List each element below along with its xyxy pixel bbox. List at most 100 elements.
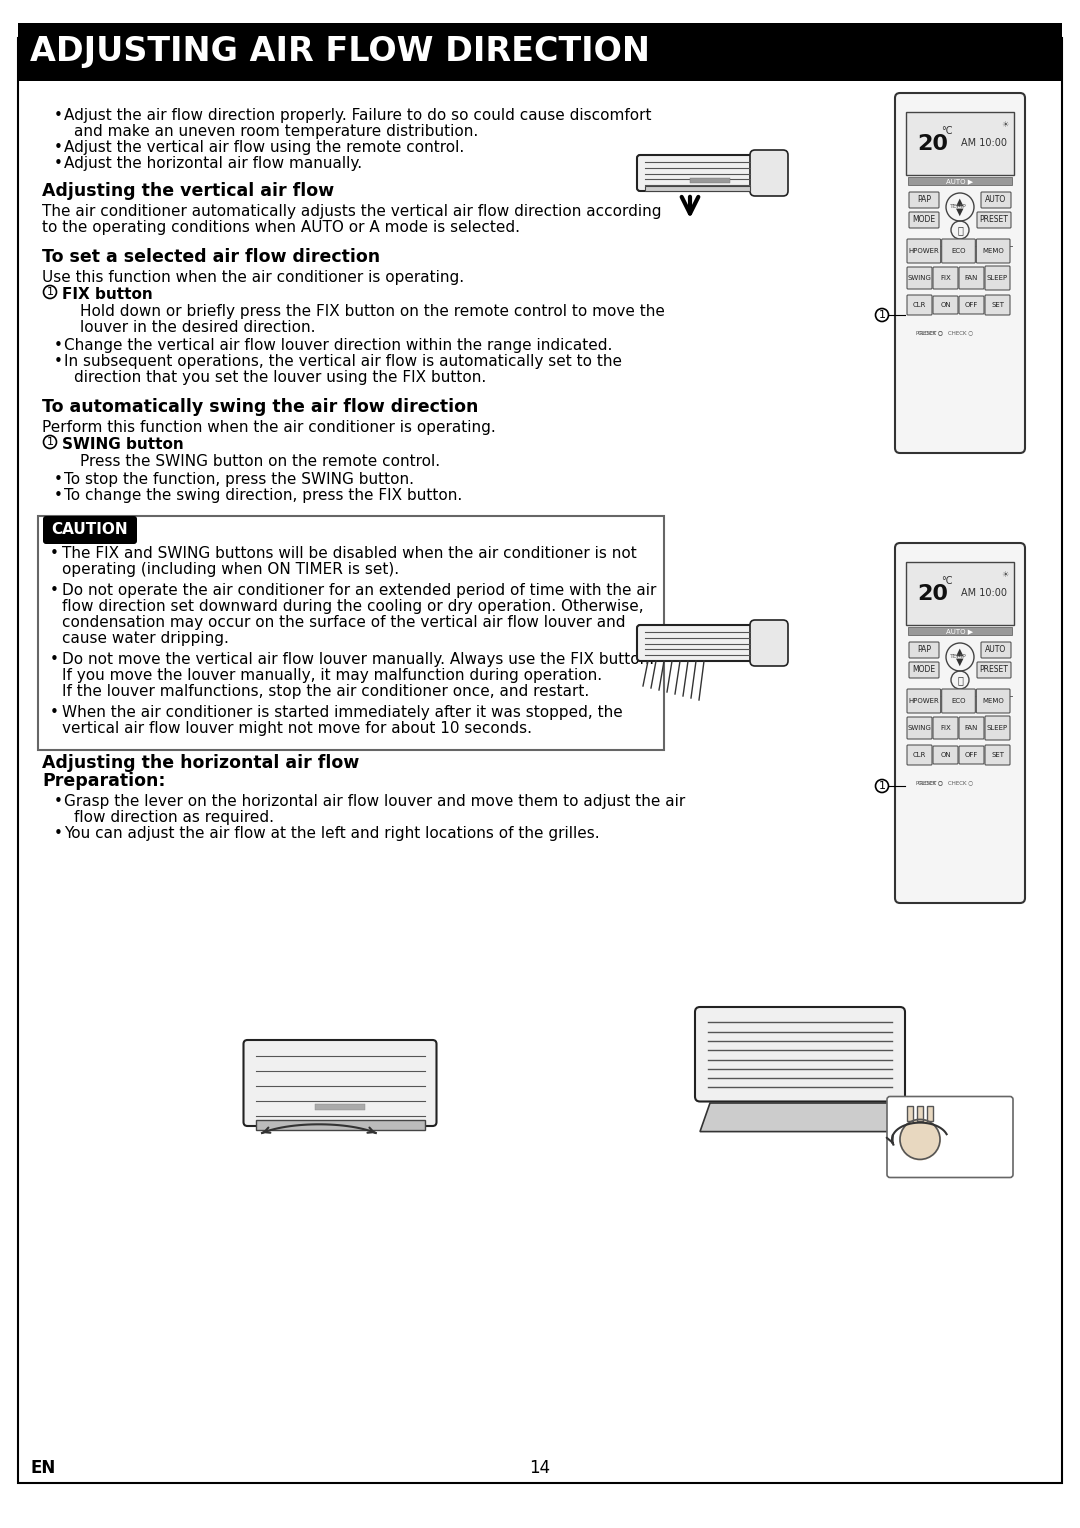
Text: AM 10:00: AM 10:00 [961,139,1007,148]
Text: MODE: MODE [913,215,935,225]
Bar [906,112,1014,176]
FancyBboxPatch shape [933,717,958,740]
Polygon shape [700,1103,915,1132]
Text: HPOWER: HPOWER [908,248,940,254]
FancyBboxPatch shape [907,238,941,263]
Text: To automatically swing the air flow direction: To automatically swing the air flow dire… [42,397,478,416]
Text: Grasp the lever on the horizontal air flow louver and move them to adjust the ai: Grasp the lever on the horizontal air fl… [64,795,685,808]
FancyBboxPatch shape [942,238,975,263]
Text: to the operating conditions when AUTO or A mode is selected.: to the operating conditions when AUTO or… [42,220,519,235]
Text: ECO: ECO [951,248,966,254]
Text: AM 10:00: AM 10:00 [961,588,1007,599]
Text: PAP: PAP [917,645,931,654]
Text: SWING: SWING [907,275,931,281]
Text: flow direction as required.: flow direction as required. [75,810,274,825]
FancyBboxPatch shape [750,150,788,196]
Text: cause water dripping.: cause water dripping. [62,631,229,646]
Text: •: • [50,652,59,668]
Text: To change the swing direction, press the FIX button.: To change the swing direction, press the… [64,487,462,503]
Text: flow direction set downward during the cooling or dry operation. Otherwise,: flow direction set downward during the c… [62,599,644,614]
Text: CHECK ○: CHECK ○ [947,779,972,785]
FancyBboxPatch shape [895,93,1025,452]
Bar [927,1106,933,1122]
FancyBboxPatch shape [981,642,1011,659]
Bar [256,1120,424,1131]
FancyBboxPatch shape [977,662,1011,678]
Bar [907,1106,913,1122]
Text: ▲: ▲ [956,646,963,657]
Text: CLR: CLR [913,752,927,758]
Bar [906,562,1014,625]
Text: 14: 14 [529,1459,551,1478]
Text: •: • [54,472,63,487]
FancyBboxPatch shape [985,295,1010,315]
FancyBboxPatch shape [942,689,975,714]
FancyBboxPatch shape [243,1041,436,1126]
Text: The FIX and SWING buttons will be disabled when the air conditioner is not: The FIX and SWING buttons will be disabl… [62,545,637,561]
Text: ▼: ▼ [956,206,963,217]
FancyBboxPatch shape [976,689,1010,714]
Text: MEMO: MEMO [983,248,1004,254]
Bar [917,1106,923,1122]
Text: Use this function when the air conditioner is operating.: Use this function when the air condition… [42,270,464,286]
Text: Adjust the vertical air flow using the remote control.: Adjust the vertical air flow using the r… [64,141,464,154]
Text: ▲: ▲ [956,197,963,206]
Text: FAN: FAN [964,724,978,730]
Text: AUTO ▶: AUTO ▶ [946,628,973,634]
Text: OFF: OFF [964,752,978,758]
Text: FIX: FIX [940,724,950,730]
Text: vertical air flow louver might not move for about 10 seconds.: vertical air flow louver might not move … [62,721,532,736]
FancyBboxPatch shape [985,717,1010,740]
Circle shape [900,1120,940,1160]
Text: To stop the function, press the SWING button.: To stop the function, press the SWING bu… [64,472,414,487]
Text: ECO: ECO [951,698,966,704]
Text: FIX: FIX [940,275,950,281]
Text: 1: 1 [878,310,886,319]
Text: •: • [50,704,59,720]
FancyBboxPatch shape [907,689,941,714]
Text: HPOWER: HPOWER [908,698,940,704]
Text: When the air conditioner is started immediately after it was stopped, the: When the air conditioner is started imme… [62,704,623,720]
Text: If you move the louver manually, it may malfunction during operation.: If you move the louver manually, it may … [62,668,603,683]
Bar [690,179,730,183]
Text: FAN: FAN [964,275,978,281]
FancyBboxPatch shape [887,1097,1013,1178]
Text: SET: SET [991,752,1004,758]
Text: MODE: MODE [913,666,935,674]
Text: •: • [54,156,63,171]
FancyBboxPatch shape [985,746,1010,766]
Text: and make an uneven room temperature distribution.: and make an uneven room temperature dist… [75,124,478,139]
Text: ADJUSTING AIR FLOW DIRECTION: ADJUSTING AIR FLOW DIRECTION [30,35,650,69]
Text: •: • [54,795,63,808]
Text: direction that you set the louver using the FIX button.: direction that you set the louver using … [75,370,486,385]
FancyBboxPatch shape [909,212,939,228]
FancyBboxPatch shape [696,1007,905,1102]
Text: CLR: CLR [913,303,927,309]
FancyBboxPatch shape [985,266,1010,290]
Text: ON: ON [941,303,950,309]
FancyBboxPatch shape [981,193,1011,208]
FancyBboxPatch shape [907,717,932,740]
FancyBboxPatch shape [959,296,984,313]
FancyBboxPatch shape [909,642,939,659]
FancyBboxPatch shape [907,295,932,315]
Bar [908,177,1012,185]
Text: EN: EN [30,1459,55,1478]
Text: PRESET: PRESET [980,666,1009,674]
Text: The air conditioner automatically adjusts the vertical air flow direction accord: The air conditioner automatically adjust… [42,205,661,219]
Text: •: • [54,827,63,840]
Text: TEMP: TEMP [949,205,967,209]
Bar [38,516,664,750]
FancyBboxPatch shape [959,267,984,289]
Text: louver in the desired direction.: louver in the desired direction. [80,319,315,335]
Text: Do not move the vertical air flow louver manually. Always use the FIX button.: Do not move the vertical air flow louver… [62,652,654,668]
Text: 1: 1 [878,781,886,792]
Text: Preparation:: Preparation: [42,772,165,790]
Text: •: • [54,354,63,368]
FancyBboxPatch shape [933,296,958,313]
Text: You can adjust the air flow at the left and right locations of the grilles.: You can adjust the air flow at the left … [64,827,599,840]
Text: CLOCK ○: CLOCK ○ [918,330,942,335]
Text: OFF: OFF [964,303,978,309]
Text: SLEEP: SLEEP [987,275,1008,281]
FancyBboxPatch shape [750,620,788,666]
